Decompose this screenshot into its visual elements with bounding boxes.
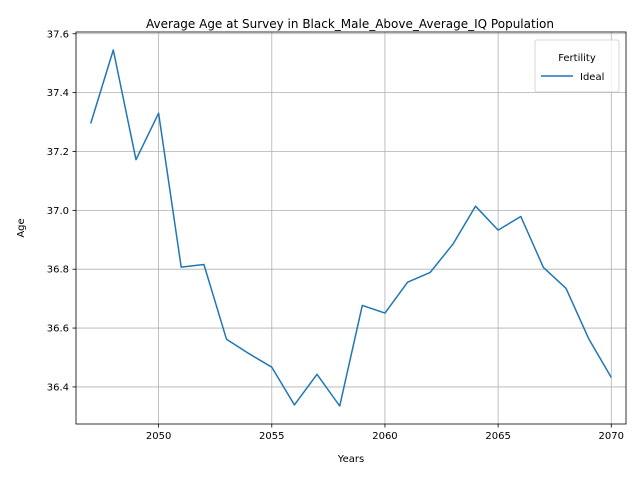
- grid-lines: [76, 32, 626, 424]
- y-tick-label: 37.2: [47, 147, 69, 158]
- x-tick-label: 2070: [599, 431, 624, 442]
- series-line-ideal: [89, 49, 612, 407]
- chart-title: Average Age at Survey in Black_Male_Abov…: [146, 17, 554, 31]
- y-tick-label: 36.6: [47, 324, 69, 335]
- legend-box: [534, 39, 620, 93]
- y-tick-label: 37.4: [47, 88, 69, 99]
- y-axis-label: Age: [16, 218, 27, 237]
- x-tick-label: 2060: [372, 431, 397, 442]
- series-group: [89, 49, 612, 407]
- x-axis-label: Years: [337, 454, 364, 465]
- x-axis: 2050 2055 2060 2065 2070: [146, 424, 624, 442]
- y-tick-label: 36.4: [47, 382, 69, 393]
- legend-label: Ideal: [580, 72, 604, 83]
- legend-title: Fertility: [558, 53, 596, 64]
- y-axis: 36.4 36.6 36.8 37.0 37.2 37.4 37.6: [47, 29, 76, 393]
- y-tick-label: 37.0: [47, 206, 69, 217]
- x-tick-label: 2065: [485, 431, 510, 442]
- y-tick-label: 37.6: [47, 29, 69, 40]
- plot-frame: [75, 31, 627, 425]
- x-tick-label: 2050: [146, 431, 171, 442]
- x-tick-label: 2055: [259, 431, 284, 442]
- y-tick-label: 36.8: [47, 265, 69, 276]
- legend: Fertility Ideal: [534, 39, 620, 93]
